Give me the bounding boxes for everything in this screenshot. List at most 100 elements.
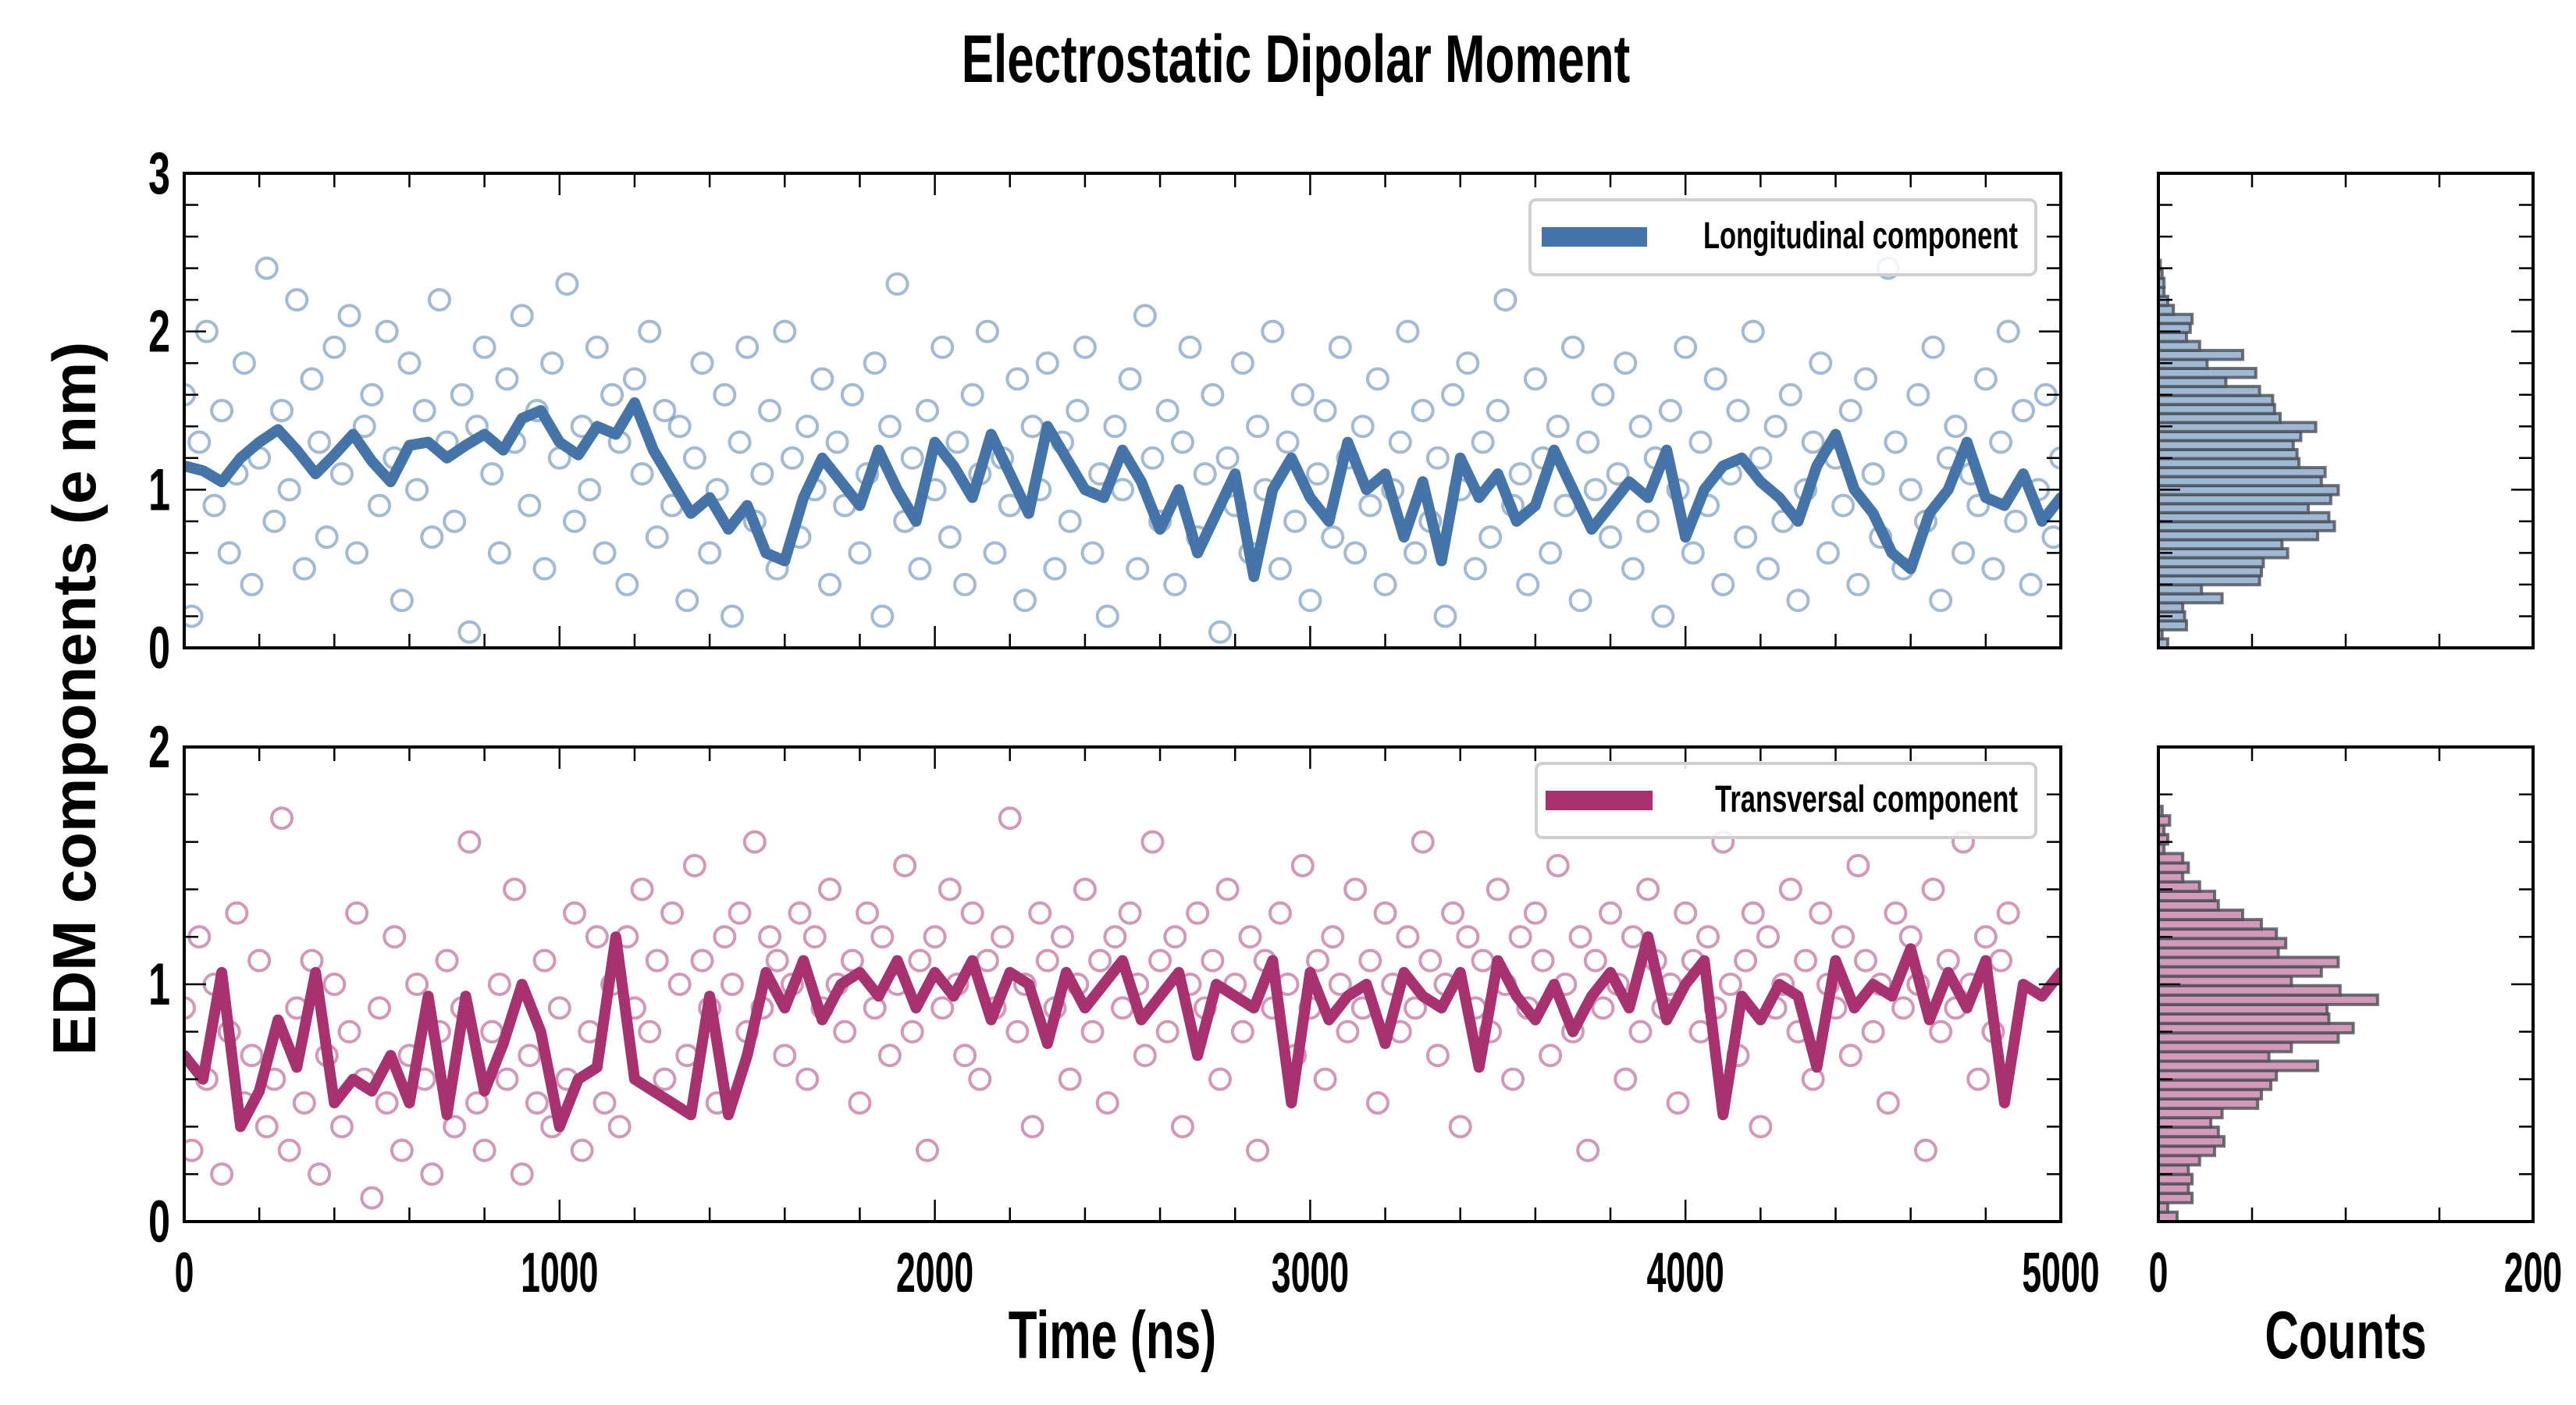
scatter-point (1268, 557, 1292, 581)
scatter-point (622, 367, 646, 391)
scatter-point (1778, 877, 1802, 902)
scatter-point (1838, 399, 1863, 422)
scatter-point (825, 430, 849, 454)
scatter-point (1388, 430, 1412, 454)
line-series (184, 397, 2061, 582)
y-tick-label: 0 (148, 1189, 170, 1255)
scatter-point (1891, 996, 1916, 1020)
scatter-point (1230, 351, 1254, 375)
scatter-point (368, 996, 392, 1020)
series-line (184, 397, 2061, 582)
scatter-point (900, 446, 924, 470)
scatter-point (1771, 973, 1795, 996)
scatter-point (1365, 1091, 1389, 1115)
scatter-point (1328, 973, 1352, 996)
scatter-point (1373, 572, 1397, 596)
scatter-point (983, 541, 1007, 565)
scatter-point (742, 830, 767, 854)
scatter-point (653, 399, 677, 422)
x-tick-label: 5000 (2022, 1241, 2099, 1304)
scatter-point (1201, 948, 1225, 973)
scatter-point (1170, 430, 1194, 454)
scatter-point (1734, 948, 1758, 973)
scatter-point (1246, 414, 1270, 439)
scatter-point (885, 272, 909, 296)
scatter-point (1876, 1091, 1900, 1115)
scatter-point (638, 1019, 662, 1044)
scatter-point (525, 1091, 549, 1115)
scatter-point (1801, 430, 1825, 454)
scatter-point (232, 351, 256, 375)
scatter-point (405, 478, 429, 502)
scatter-point (1020, 414, 1044, 439)
scatter-point (1778, 382, 1802, 407)
scatter-point (750, 462, 774, 486)
scatter-point (292, 557, 316, 581)
scatter-point (1170, 1115, 1194, 1139)
scatter-point (1073, 335, 1097, 359)
scatter-point (322, 973, 347, 996)
scatter-point (1404, 996, 1428, 1020)
scatter-point (1861, 462, 1885, 486)
scatter-point (645, 948, 669, 973)
scatter-point (870, 925, 895, 949)
scatter-point (1599, 901, 1623, 925)
scatter-point (1816, 541, 1840, 565)
scatter-point (1973, 367, 1998, 391)
scatter-point (1485, 877, 1510, 902)
scatter-point (690, 351, 714, 375)
scatter-point (472, 335, 496, 359)
scatter-point (653, 1067, 677, 1091)
scatter-point (210, 399, 234, 422)
scatter-point (329, 1115, 354, 1139)
scatter-point (713, 382, 737, 407)
scatter-point (1756, 557, 1780, 581)
scatter-point (1118, 367, 1142, 391)
scatter-point (667, 414, 692, 439)
scatter-series (184, 256, 2061, 644)
scatter-point (1043, 557, 1067, 581)
scatter-point (1516, 572, 1540, 596)
scatter-point (457, 620, 482, 644)
scatter-point (1718, 973, 1742, 996)
scatter-point (420, 525, 444, 550)
scatter-point (480, 462, 504, 486)
scatter-point (1058, 509, 1082, 533)
scatter-point (1966, 493, 1991, 518)
y-tick-label: 0 (148, 615, 170, 681)
scatter-point (210, 1162, 234, 1186)
scatter-point (1831, 925, 1856, 949)
scatter-point (1485, 399, 1510, 422)
scatter-point (2041, 525, 2061, 550)
scatter-point (322, 335, 347, 359)
scatter-point (1508, 462, 1532, 486)
scatter-point (1546, 414, 1570, 439)
axes-frame (2157, 172, 2535, 649)
scatter-point (1080, 1019, 1105, 1044)
scatter-point (713, 925, 737, 949)
scatter-point (532, 948, 557, 973)
scatter-point (968, 1067, 992, 1091)
scatter-point (472, 1138, 496, 1162)
scatter-point (667, 973, 692, 996)
scatter-point (1861, 1019, 1885, 1044)
scatter-point (1681, 541, 1705, 565)
scatter-point (817, 572, 841, 596)
scatter-point (1786, 589, 1810, 613)
scatter-point (1425, 1044, 1450, 1068)
scatter-point (1539, 541, 1563, 565)
x-tick-label: 3000 (1272, 1241, 1349, 1304)
scatter-point (893, 854, 917, 877)
scatter-point (1801, 1067, 1825, 1091)
scatter-point (810, 367, 834, 391)
scatter-point (412, 399, 436, 422)
y-tick-label: 3 (148, 140, 170, 207)
scatter-point (1973, 925, 1998, 949)
scatter-point (900, 1019, 924, 1044)
scatter-point (1898, 478, 1923, 502)
scatter-point (510, 304, 534, 328)
scatter-point (1358, 948, 1382, 973)
scatter-point (1523, 901, 1547, 925)
scatter-point (1343, 877, 1368, 902)
